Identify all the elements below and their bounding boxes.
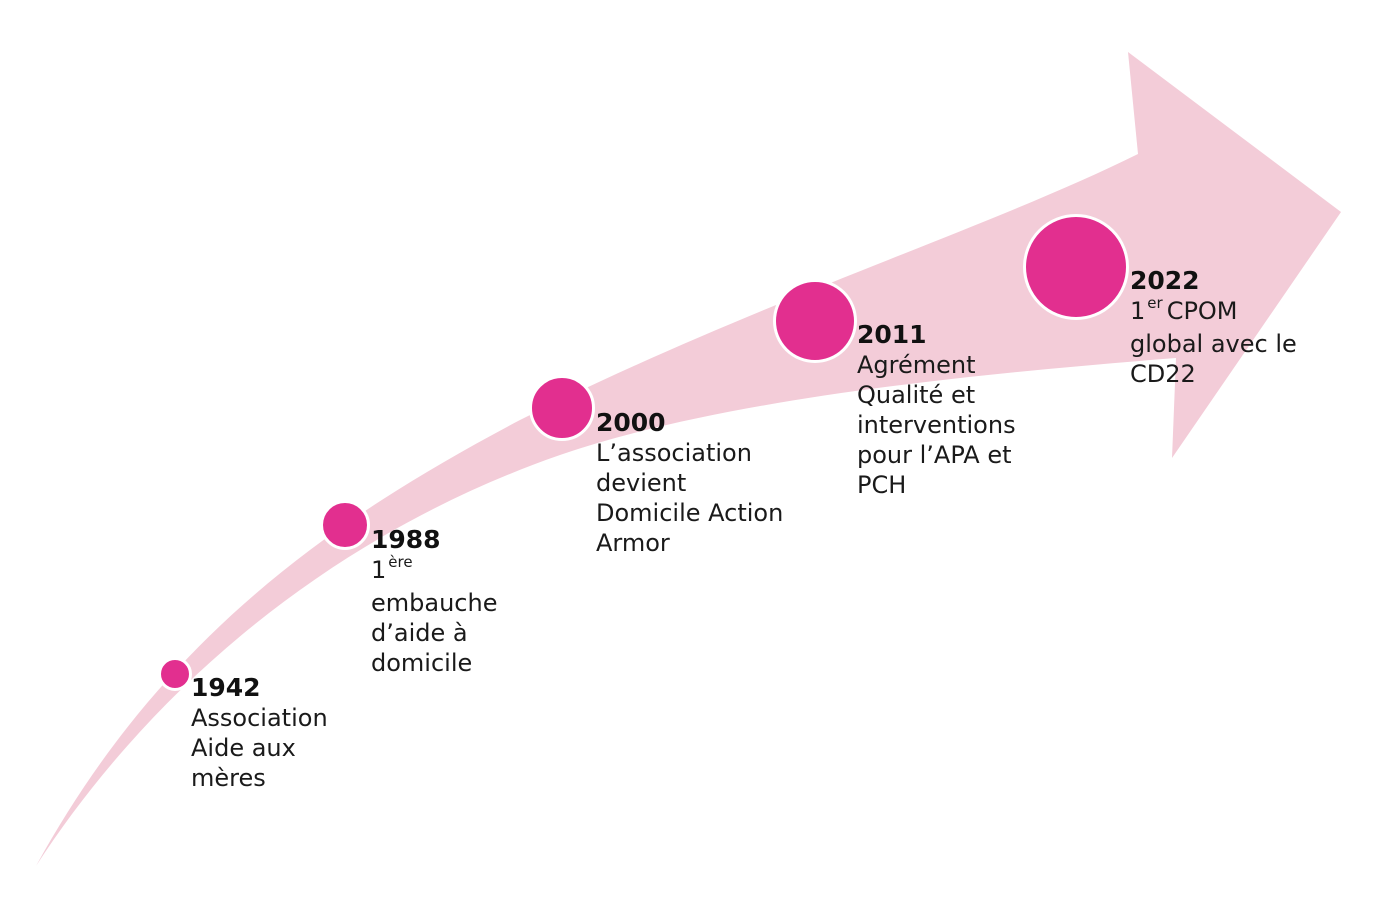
milestone-dot-2022	[1023, 214, 1129, 320]
milestone-dot-2011	[773, 279, 857, 363]
milestone-year: 1942	[191, 673, 261, 702]
arrow-shape	[36, 52, 1341, 866]
milestone-1942: 1942 Association Aide aux mères	[191, 673, 328, 793]
milestone-1988: 1988 1 ère embauche d’aide à domicile	[371, 525, 497, 678]
milestone-year: 2011	[857, 320, 927, 349]
milestone-dot-1942	[158, 657, 192, 691]
milestone-description: L’association devient Domicile Action Ar…	[596, 439, 784, 557]
milestone-description: Association Aide aux mères	[191, 704, 328, 792]
milestone-description: 1 ère embauche d’aide à domicile	[371, 553, 498, 677]
milestone-description: Agrément Qualité et interventions pour l…	[857, 351, 1016, 499]
milestone-description: 1 er CPOM global avec le CD22	[1130, 294, 1297, 388]
milestone-2000: 2000 L’association devient Domicile Acti…	[596, 408, 783, 558]
milestone-year: 2022	[1130, 266, 1200, 295]
milestone-dot-2000	[529, 375, 595, 441]
milestone-year: 2000	[596, 408, 666, 437]
milestone-2022: 2022 1 er CPOM global avec le CD22	[1130, 266, 1297, 389]
milestone-dot-1988	[320, 500, 370, 550]
milestone-year: 1988	[371, 525, 441, 554]
milestone-2011: 2011 Agrément Qualité et interventions p…	[857, 320, 1016, 500]
